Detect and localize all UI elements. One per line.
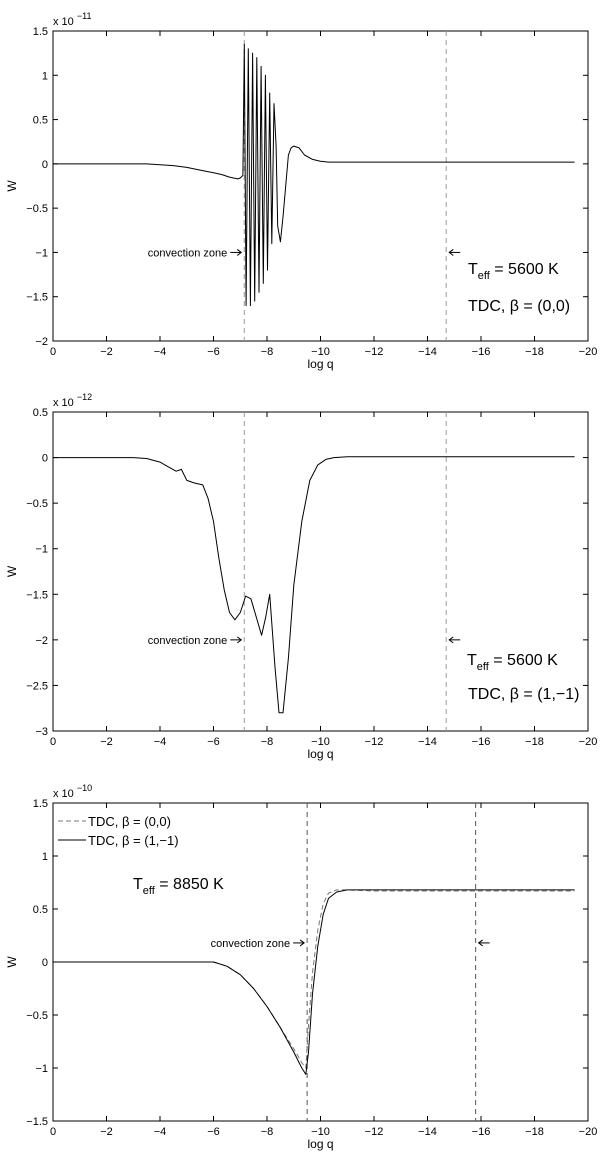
x-tick-label: −18 <box>525 736 544 748</box>
convection-zone-label: convection zone <box>148 247 228 259</box>
x-tick-label: −2 <box>100 736 113 748</box>
arrow-right-head-icon <box>236 636 243 644</box>
x-tick-label: −10 <box>311 1126 330 1138</box>
x-tick-label: −18 <box>525 346 544 358</box>
x-axis-label: log q <box>307 747 333 761</box>
x-tick-label: −6 <box>207 736 220 748</box>
x-tick-label: −12 <box>365 1126 384 1138</box>
legend: TDC, β = (0,0) TDC, β = (1,−1) <box>58 814 179 848</box>
x-tick-label: −4 <box>154 1126 167 1138</box>
y-tick-label: −0.5 <box>26 203 48 215</box>
y-tick-label: 0 <box>42 159 48 171</box>
y-tick-label: 1 <box>42 70 48 82</box>
y-tick-label: 0.5 <box>33 904 48 916</box>
y-tick-label: 1.5 <box>33 798 48 810</box>
x-tick-label: −10 <box>311 346 330 358</box>
tdc-annotation: TDC, β = (1,−1) <box>468 686 579 703</box>
x-tick-label: −14 <box>418 346 437 358</box>
x-tick-label: −12 <box>365 346 384 358</box>
x-tick-label: −6 <box>207 346 220 358</box>
tdc-annotation: TDC, β = (0,0) <box>468 298 570 315</box>
chart-panel-3: 0 −2 −4 −6 −8 −10 −12 −14 −16 −18 −20 −1.5 −1 −0.5 0 0.… <box>5 783 597 1151</box>
y-tick-label: 0 <box>42 957 48 969</box>
legend-label: TDC, β = (0,0) <box>88 814 171 829</box>
y-tick-label: −3 <box>35 726 48 738</box>
y-tick-label: 0 <box>42 453 48 465</box>
exponent-label: x 10 −12 <box>53 392 92 409</box>
x-tick-label: −18 <box>525 1126 544 1138</box>
y-tick-label: 1.5 <box>33 26 48 38</box>
x-tick-label: −12 <box>365 736 384 748</box>
y-tick-label: −2 <box>35 336 48 348</box>
x-tick-label: −14 <box>418 736 437 748</box>
axes-frame <box>52 411 589 732</box>
y-tick-label: −2.5 <box>26 680 48 692</box>
exponent-label: x 10 −10 <box>53 783 92 800</box>
y-tick-label: −0.5 <box>26 498 48 510</box>
y-tick-label: −1 <box>35 1063 48 1075</box>
x-tick-label: 0 <box>50 346 56 358</box>
series-line-2 <box>53 889 575 1075</box>
x-tick-label: −8 <box>261 1126 274 1138</box>
y-tick-label: −1.5 <box>26 292 48 304</box>
x-tick-label: −4 <box>154 736 167 748</box>
x-tick-label: −16 <box>472 736 491 748</box>
y-tick-label: −1 <box>35 247 48 259</box>
x-tick-label: −6 <box>207 1126 220 1138</box>
teff-annotation: Teff = 8850 K <box>133 876 224 897</box>
x-tick-label: −2 <box>100 346 113 358</box>
axes-frame <box>52 30 589 342</box>
y-axis-label: W <box>5 180 19 192</box>
teff-annotation: Teff = 5600 K <box>467 652 558 673</box>
x-tick-label: 0 <box>50 1126 56 1138</box>
x-tick-label: −16 <box>472 346 491 358</box>
y-tick-label: −2 <box>35 635 48 647</box>
x-tick-label: −20 <box>579 736 598 748</box>
y-tick-label: −1.5 <box>26 1116 48 1128</box>
x-axis-label: log q <box>307 357 333 371</box>
x-tick-label: −20 <box>579 1126 598 1138</box>
convection-zone-label: convection zone <box>148 635 228 647</box>
arrow-right-head-icon <box>299 939 305 947</box>
y-tick-label: −0.5 <box>26 1010 48 1022</box>
x-tick-label: −2 <box>100 1126 113 1138</box>
y-tick-label: 1 <box>42 851 48 863</box>
series-line-1 <box>53 43 575 307</box>
arrow-right-head-icon <box>236 249 243 256</box>
chart-panel-1: 0 −2 −4 −6 −8 −10 −12 −14 −16 −18 −20−2−1.5−1−0.50… <box>5 11 597 371</box>
x-tick-label: −20 <box>579 346 598 358</box>
x-tick-label: −4 <box>154 346 167 358</box>
x-tick-label: −8 <box>261 736 274 748</box>
y-axis-label: W <box>5 565 19 577</box>
y-tick-label: −1 <box>35 544 48 556</box>
data-point <box>427 890 428 891</box>
arrow-left-head-icon <box>448 249 454 256</box>
x-tick-label: −14 <box>418 1126 437 1138</box>
y-tick-label: 0.5 <box>33 407 48 419</box>
arrow-left-head-icon <box>477 939 483 947</box>
series-line-1 <box>53 456 575 714</box>
y-tick-label: −1.5 <box>26 589 48 601</box>
chart-panel-2: 0 −2 −4 −6 −8 −10 −12 −14 −16 −18 −20−3−2.5−2−1.5−… <box>5 392 597 761</box>
legend-label: TDC, β = (1,−1) <box>88 833 179 848</box>
x-tick-label: 0 <box>50 736 56 748</box>
x-axis-label: log q <box>307 1137 333 1151</box>
teff-annotation: Teff = 5600 K <box>468 261 559 282</box>
exponent-label: x 10 −11 <box>53 11 91 28</box>
data-point <box>323 903 324 904</box>
y-axis-label: W <box>5 956 19 968</box>
x-tick-label: −10 <box>311 736 330 748</box>
convection-zone-label: convection zone <box>211 938 291 950</box>
x-tick-label: −16 <box>472 1126 491 1138</box>
arrow-left-head-icon <box>448 636 454 644</box>
x-tick-label: −8 <box>261 346 274 358</box>
y-tick-label: 0.5 <box>33 115 48 127</box>
